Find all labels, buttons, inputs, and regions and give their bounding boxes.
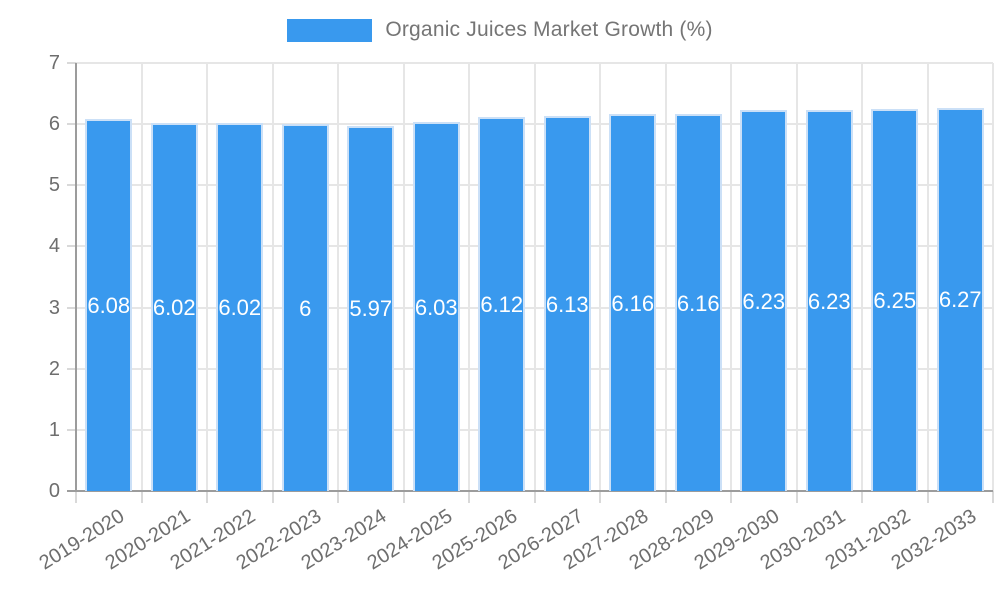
bar[interactable]: 6.16 bbox=[609, 114, 657, 491]
y-axis-tick bbox=[67, 184, 76, 187]
bar[interactable]: 6.16 bbox=[674, 114, 722, 491]
bar-value-label: 6.12 bbox=[480, 291, 524, 317]
y-axis-line bbox=[75, 63, 77, 491]
legend-label: Organic Juices Market Growth (%) bbox=[385, 18, 713, 41]
x-axis-tick bbox=[75, 491, 77, 503]
gridline-vertical bbox=[533, 63, 536, 491]
legend-swatch-icon bbox=[287, 18, 373, 42]
y-axis-tick-label: 7 bbox=[48, 52, 60, 74]
bar-value-label: 6.16 bbox=[611, 290, 655, 316]
bar[interactable]: 6.02 bbox=[150, 122, 198, 491]
bar-value-label: 6.23 bbox=[807, 288, 851, 314]
gridline-vertical bbox=[337, 63, 339, 491]
bar-value-label: 5.97 bbox=[349, 296, 393, 322]
y-axis-tick bbox=[67, 62, 76, 64]
y-axis-tick bbox=[67, 123, 76, 126]
bar-value-label: 6.03 bbox=[414, 294, 458, 320]
bar-value-label: 6.08 bbox=[87, 293, 131, 319]
x-axis-tick bbox=[206, 491, 208, 503]
gridline-vertical bbox=[730, 63, 732, 491]
bar[interactable]: 6.23 bbox=[805, 110, 853, 491]
y-axis-tick bbox=[67, 367, 76, 370]
x-axis-tick bbox=[533, 491, 536, 503]
bar-value-label: 6.02 bbox=[152, 294, 196, 320]
bar[interactable]: 5.97 bbox=[347, 125, 395, 491]
gridline-vertical bbox=[926, 63, 929, 491]
bar-value-label: 6.25 bbox=[873, 287, 917, 313]
x-axis-tick bbox=[730, 491, 732, 503]
gridline-vertical bbox=[206, 63, 208, 491]
x-axis-tick bbox=[140, 491, 143, 503]
x-axis-tick bbox=[861, 491, 863, 503]
chart-legend: Organic Juices Market Growth (%) bbox=[0, 18, 1000, 42]
gridline-vertical bbox=[599, 63, 601, 491]
x-axis-line bbox=[67, 490, 993, 492]
x-axis-tick bbox=[337, 491, 339, 503]
y-axis-tick bbox=[67, 428, 76, 431]
x-axis-tick bbox=[468, 491, 470, 503]
y-axis-tick-label: 5 bbox=[48, 174, 60, 197]
bar[interactable]: 6.08 bbox=[85, 119, 133, 491]
y-axis-tick-label: 0 bbox=[48, 480, 60, 502]
bar[interactable]: 6 bbox=[281, 124, 329, 491]
bar-value-label: 6 bbox=[299, 295, 312, 321]
x-axis-tick bbox=[795, 491, 798, 503]
gridline-vertical bbox=[861, 63, 863, 491]
x-axis-tick bbox=[402, 491, 405, 503]
y-axis-tick-label: 2 bbox=[48, 357, 60, 380]
x-axis-tick bbox=[664, 491, 667, 503]
x-axis-tick bbox=[271, 491, 274, 503]
gridline-vertical bbox=[795, 63, 798, 491]
bar[interactable]: 6.02 bbox=[216, 122, 264, 491]
y-axis-tick-label: 1 bbox=[48, 418, 60, 441]
plot-area: 0 1 2 3 4 5 6 7 6.08 6.02 6.02 6 5.97 6.03 6.12 6.13 6.1… bbox=[36, 52, 994, 574]
bar[interactable]: 6.27 bbox=[936, 107, 984, 491]
x-axis-tick bbox=[992, 491, 994, 503]
gridline-vertical bbox=[468, 63, 470, 491]
bar-value-label: 6.23 bbox=[742, 288, 786, 314]
x-axis-tick bbox=[599, 491, 601, 503]
bar[interactable]: 6.03 bbox=[412, 122, 460, 491]
y-axis-tick-label: 3 bbox=[48, 296, 60, 319]
y-axis-tick-label: 4 bbox=[48, 235, 60, 258]
bar-value-label: 6.13 bbox=[545, 291, 589, 317]
y-axis-tick bbox=[67, 245, 76, 248]
gridline-vertical bbox=[402, 63, 405, 491]
y-axis-tick-label: 6 bbox=[48, 113, 60, 136]
x-axis-tick bbox=[926, 491, 929, 503]
y-axis-tick bbox=[67, 306, 76, 309]
gridline-vertical bbox=[664, 63, 667, 491]
gridline-vertical bbox=[992, 63, 994, 491]
bar[interactable]: 6.25 bbox=[871, 108, 919, 491]
gridline-vertical bbox=[271, 63, 274, 491]
bar-value-label: 6.27 bbox=[938, 287, 982, 313]
bar-value-label: 6.02 bbox=[218, 294, 262, 320]
bar[interactable]: 6.13 bbox=[543, 116, 591, 491]
bar-value-label: 6.16 bbox=[676, 290, 720, 316]
gridline-vertical bbox=[140, 63, 143, 491]
bar[interactable]: 6.12 bbox=[478, 116, 526, 491]
bar[interactable]: 6.23 bbox=[740, 110, 788, 491]
